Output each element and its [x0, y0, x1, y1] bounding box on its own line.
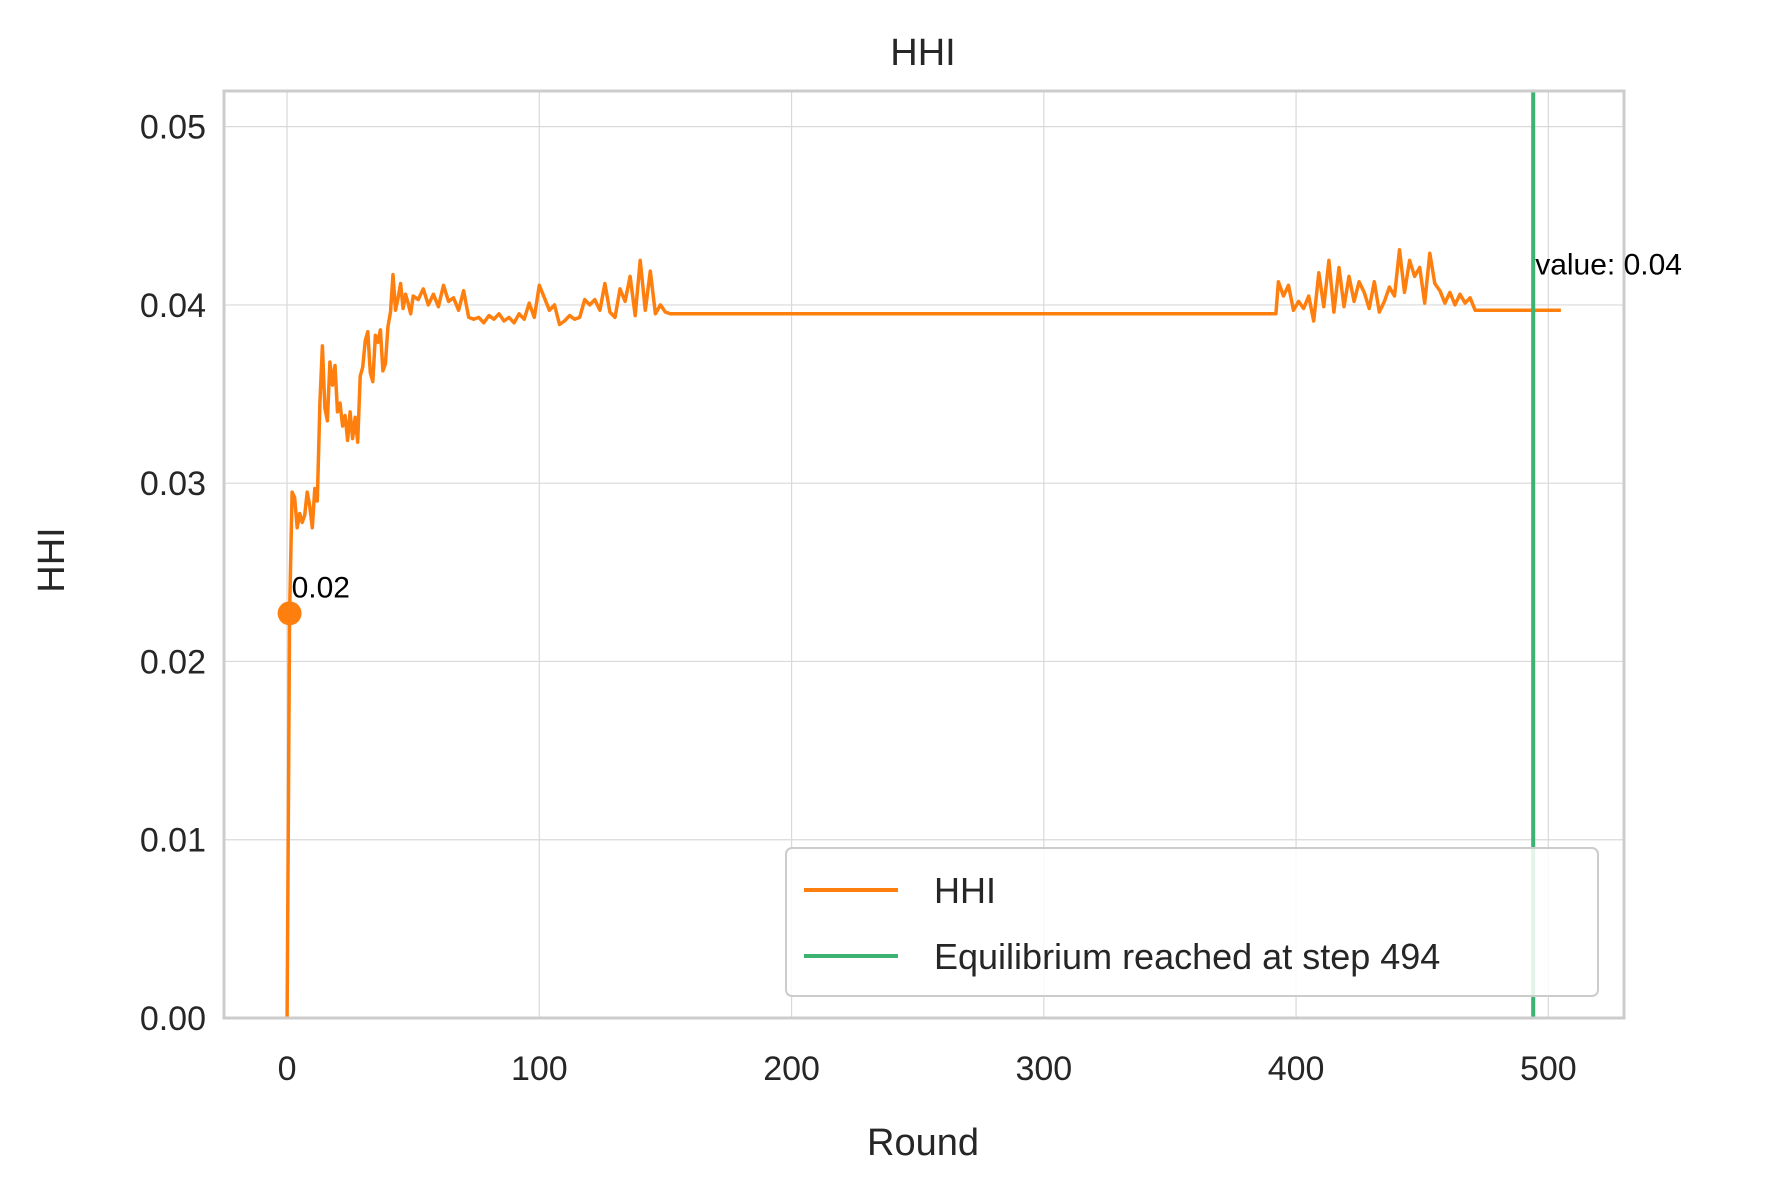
- x-tick-label: 200: [763, 1050, 820, 1088]
- y-axis-label: HHI: [31, 527, 73, 592]
- plot-frame: [222, 89, 1626, 1020]
- legend-box: [785, 847, 1599, 997]
- x-tick-label: 300: [1015, 1050, 1072, 1088]
- annotation-label: 0.02: [292, 571, 350, 604]
- y-tick-label: 0.01: [140, 822, 206, 860]
- annotation-label: value: 0.04: [1535, 249, 1682, 282]
- legend-entry: Equilibrium reached at step 494: [934, 936, 1440, 977]
- y-tick-label: 0.00: [140, 1000, 206, 1038]
- x-tick-label: 500: [1520, 1050, 1577, 1088]
- hhi-series-line: [285, 247, 1561, 1019]
- x-tick-label: 0: [278, 1050, 297, 1088]
- y-tick-label: 0.04: [140, 287, 206, 325]
- start-point-marker: [277, 601, 302, 626]
- tick-labels: 0 100 200 300 400 500 0.00 0.01 0.02 0.03 0.04 0.05: [140, 109, 1577, 1088]
- y-tick-label: 0.02: [140, 643, 206, 681]
- y-tick-label: 0.03: [140, 465, 206, 503]
- annotations: 0.02 value: 0.04: [277, 249, 1682, 626]
- chart-title: HHI: [890, 32, 955, 74]
- x-tick-label: 100: [511, 1050, 568, 1088]
- x-axis-label: Round: [867, 1122, 979, 1164]
- legend: HHI Equilibrium reached at step 494: [785, 847, 1599, 997]
- y-tick-label: 0.05: [140, 109, 206, 147]
- legend-entry: HHI: [934, 870, 996, 911]
- x-tick-label: 400: [1268, 1050, 1325, 1088]
